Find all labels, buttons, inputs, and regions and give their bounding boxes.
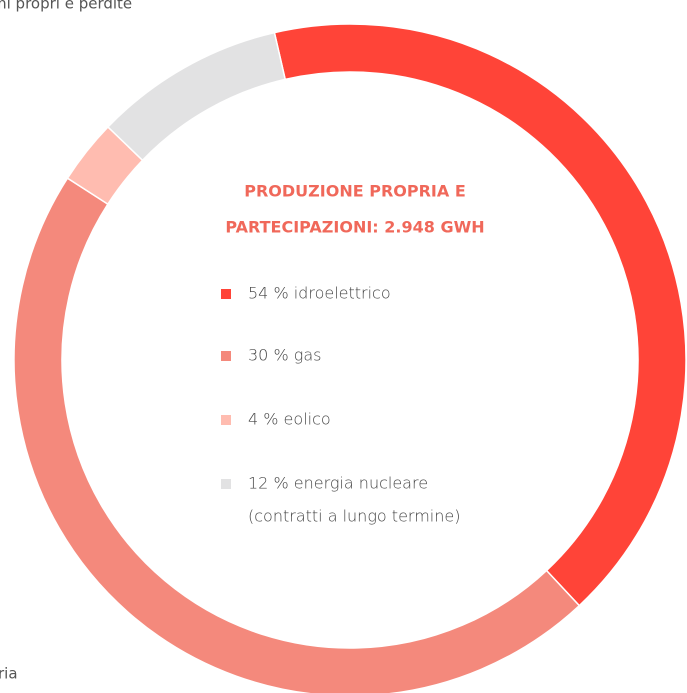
legend-label: 4 % eolico <box>248 410 331 429</box>
side-label: mi propri e perdite <box>0 0 132 13</box>
legend-label: 54 % idroelettrico <box>248 284 391 303</box>
donut-segment <box>273 23 687 607</box>
donut-segment <box>13 177 581 693</box>
legend-label: 30 % gas <box>248 346 321 365</box>
legend-swatch <box>221 351 231 361</box>
legend-label: (contratti a lungo termine) <box>248 507 460 526</box>
chart-title: PARTECIPAZIONI: 2.948 GWH <box>225 218 484 237</box>
donut-segment <box>106 31 287 162</box>
legend-swatch <box>221 479 231 489</box>
legend-label: 12 % energia nucleare <box>248 474 428 493</box>
side-label: ria <box>0 665 18 683</box>
chart-title: PRODUZIONE PROPRIA E <box>244 182 466 201</box>
legend-swatch <box>221 289 231 299</box>
legend-swatch <box>221 415 231 425</box>
